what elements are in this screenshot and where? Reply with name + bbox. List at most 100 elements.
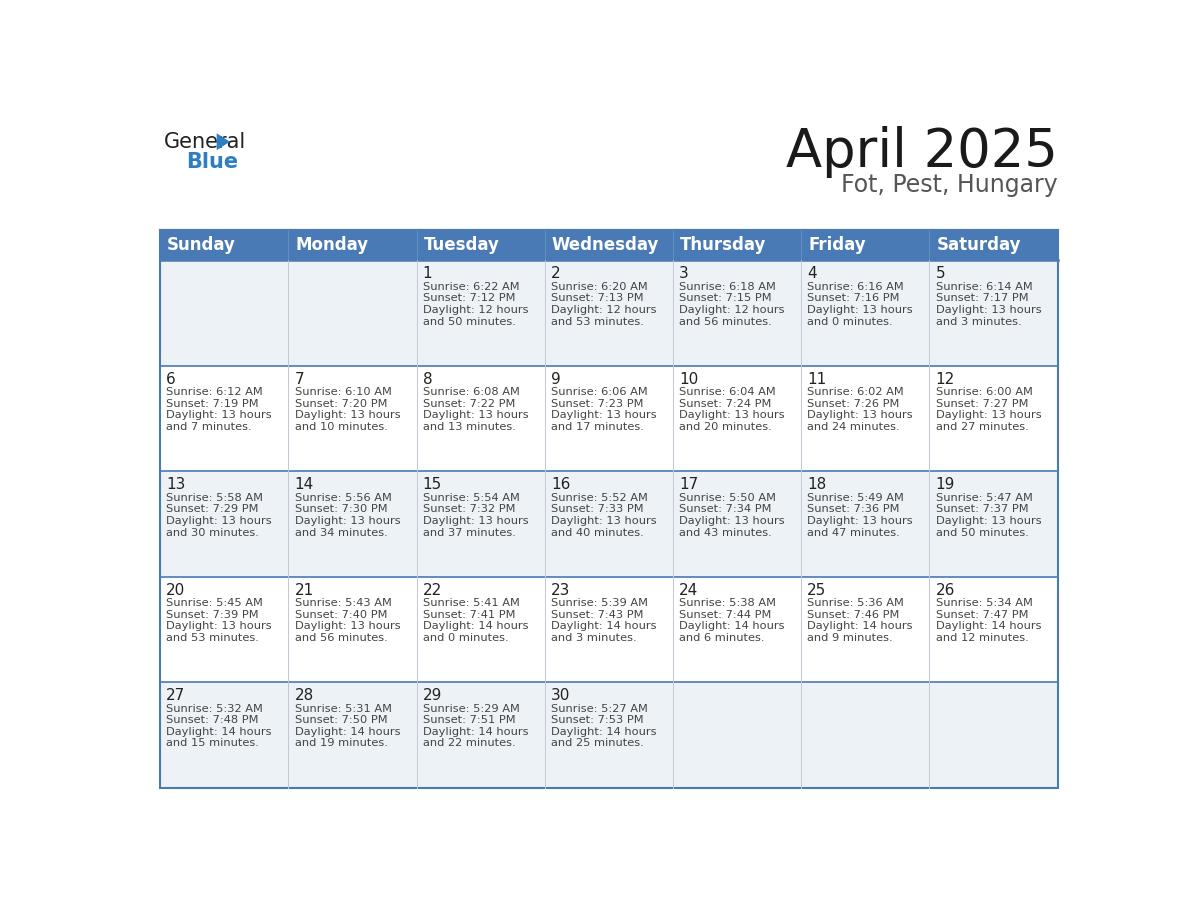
Text: Sunrise: 6:14 AM: Sunrise: 6:14 AM xyxy=(936,282,1032,292)
Text: 17: 17 xyxy=(680,477,699,492)
Text: 4: 4 xyxy=(808,266,817,282)
Text: Sunset: 7:16 PM: Sunset: 7:16 PM xyxy=(808,294,899,304)
Text: Sunrise: 6:18 AM: Sunrise: 6:18 AM xyxy=(680,282,776,292)
Text: Wednesday: Wednesday xyxy=(551,236,659,254)
Text: 18: 18 xyxy=(808,477,827,492)
Text: Sunset: 7:19 PM: Sunset: 7:19 PM xyxy=(166,399,259,409)
Bar xyxy=(417,365,545,471)
Text: Daylight: 13 hours: Daylight: 13 hours xyxy=(423,516,529,526)
Text: Tuesday: Tuesday xyxy=(423,236,499,254)
Bar xyxy=(801,365,929,471)
Text: and 0 minutes.: and 0 minutes. xyxy=(423,633,508,643)
Text: Sunset: 7:30 PM: Sunset: 7:30 PM xyxy=(295,504,387,514)
Text: Daylight: 12 hours: Daylight: 12 hours xyxy=(551,305,657,315)
Bar xyxy=(289,577,417,682)
Text: and 7 minutes.: and 7 minutes. xyxy=(166,422,252,432)
Text: and 3 minutes.: and 3 minutes. xyxy=(551,633,637,643)
Text: and 25 minutes.: and 25 minutes. xyxy=(551,738,644,748)
Text: Thursday: Thursday xyxy=(680,236,766,254)
Text: Sunrise: 5:50 AM: Sunrise: 5:50 AM xyxy=(680,493,776,503)
Bar xyxy=(289,682,417,788)
Text: General: General xyxy=(164,131,246,151)
Bar xyxy=(672,471,801,577)
Text: Sunset: 7:29 PM: Sunset: 7:29 PM xyxy=(166,504,259,514)
Bar xyxy=(545,261,672,365)
Text: Sunset: 7:53 PM: Sunset: 7:53 PM xyxy=(551,715,644,725)
Text: 3: 3 xyxy=(680,266,689,282)
Text: Sunrise: 5:39 AM: Sunrise: 5:39 AM xyxy=(551,599,647,609)
Text: and 0 minutes.: and 0 minutes. xyxy=(808,317,893,327)
Bar xyxy=(672,261,801,365)
Text: 23: 23 xyxy=(551,583,570,598)
Text: Daylight: 13 hours: Daylight: 13 hours xyxy=(295,516,400,526)
Text: Sunrise: 5:41 AM: Sunrise: 5:41 AM xyxy=(423,599,519,609)
Text: Sunrise: 5:32 AM: Sunrise: 5:32 AM xyxy=(166,704,264,714)
Bar xyxy=(417,471,545,577)
Text: and 9 minutes.: and 9 minutes. xyxy=(808,633,893,643)
Bar xyxy=(545,682,672,788)
Text: Sunrise: 6:10 AM: Sunrise: 6:10 AM xyxy=(295,387,391,397)
Text: Sunrise: 6:04 AM: Sunrise: 6:04 AM xyxy=(680,387,776,397)
Text: Sunset: 7:48 PM: Sunset: 7:48 PM xyxy=(166,715,259,725)
Text: Daylight: 13 hours: Daylight: 13 hours xyxy=(166,621,272,632)
Text: and 50 minutes.: and 50 minutes. xyxy=(936,528,1029,538)
Text: 19: 19 xyxy=(936,477,955,492)
Text: Sunset: 7:39 PM: Sunset: 7:39 PM xyxy=(166,610,259,620)
Text: Sunset: 7:37 PM: Sunset: 7:37 PM xyxy=(936,504,1028,514)
Text: 2: 2 xyxy=(551,266,561,282)
Text: Daylight: 13 hours: Daylight: 13 hours xyxy=(551,516,657,526)
Bar xyxy=(672,577,801,682)
Text: and 47 minutes.: and 47 minutes. xyxy=(808,528,901,538)
Text: Daylight: 14 hours: Daylight: 14 hours xyxy=(551,621,657,632)
Text: 29: 29 xyxy=(423,688,442,703)
Text: and 56 minutes.: and 56 minutes. xyxy=(295,633,387,643)
Text: 24: 24 xyxy=(680,583,699,598)
Bar xyxy=(160,471,289,577)
Text: Daylight: 13 hours: Daylight: 13 hours xyxy=(808,410,914,420)
Text: Daylight: 14 hours: Daylight: 14 hours xyxy=(936,621,1041,632)
Text: and 56 minutes.: and 56 minutes. xyxy=(680,317,772,327)
Text: and 12 minutes.: and 12 minutes. xyxy=(936,633,1029,643)
Text: and 34 minutes.: and 34 minutes. xyxy=(295,528,387,538)
Text: Sunset: 7:32 PM: Sunset: 7:32 PM xyxy=(423,504,516,514)
Text: and 10 minutes.: and 10 minutes. xyxy=(295,422,387,432)
Bar xyxy=(417,230,545,261)
Text: Daylight: 13 hours: Daylight: 13 hours xyxy=(295,410,400,420)
Text: Fot, Pest, Hungary: Fot, Pest, Hungary xyxy=(841,174,1057,197)
Text: 22: 22 xyxy=(423,583,442,598)
Bar xyxy=(160,261,289,365)
Text: and 6 minutes.: and 6 minutes. xyxy=(680,633,765,643)
Text: 21: 21 xyxy=(295,583,314,598)
Text: Sunset: 7:27 PM: Sunset: 7:27 PM xyxy=(936,399,1028,409)
Bar xyxy=(160,230,1057,788)
Text: Sunrise: 6:02 AM: Sunrise: 6:02 AM xyxy=(808,387,904,397)
Text: 30: 30 xyxy=(551,688,570,703)
Text: Sunrise: 6:08 AM: Sunrise: 6:08 AM xyxy=(423,387,519,397)
Text: and 53 minutes.: and 53 minutes. xyxy=(166,633,259,643)
Text: Sunset: 7:51 PM: Sunset: 7:51 PM xyxy=(423,715,516,725)
Text: Monday: Monday xyxy=(296,236,368,254)
Text: Sunset: 7:44 PM: Sunset: 7:44 PM xyxy=(680,610,771,620)
Bar xyxy=(801,682,929,788)
Text: Sunrise: 6:20 AM: Sunrise: 6:20 AM xyxy=(551,282,647,292)
Text: 15: 15 xyxy=(423,477,442,492)
Text: Sunset: 7:13 PM: Sunset: 7:13 PM xyxy=(551,294,644,304)
Text: Sunrise: 6:16 AM: Sunrise: 6:16 AM xyxy=(808,282,904,292)
Text: and 40 minutes.: and 40 minutes. xyxy=(551,528,644,538)
Text: 9: 9 xyxy=(551,372,561,387)
Text: Daylight: 14 hours: Daylight: 14 hours xyxy=(166,727,272,737)
Bar xyxy=(801,261,929,365)
Text: 7: 7 xyxy=(295,372,304,387)
Text: 26: 26 xyxy=(936,583,955,598)
Text: Sunset: 7:50 PM: Sunset: 7:50 PM xyxy=(295,715,387,725)
Text: Daylight: 13 hours: Daylight: 13 hours xyxy=(936,516,1041,526)
Bar xyxy=(929,261,1057,365)
Text: 20: 20 xyxy=(166,583,185,598)
Text: and 24 minutes.: and 24 minutes. xyxy=(808,422,901,432)
Text: Sunset: 7:40 PM: Sunset: 7:40 PM xyxy=(295,610,387,620)
Text: Daylight: 13 hours: Daylight: 13 hours xyxy=(808,305,914,315)
Text: Sunrise: 5:58 AM: Sunrise: 5:58 AM xyxy=(166,493,264,503)
Bar xyxy=(801,577,929,682)
Text: Daylight: 12 hours: Daylight: 12 hours xyxy=(680,305,784,315)
Text: Daylight: 13 hours: Daylight: 13 hours xyxy=(295,621,400,632)
